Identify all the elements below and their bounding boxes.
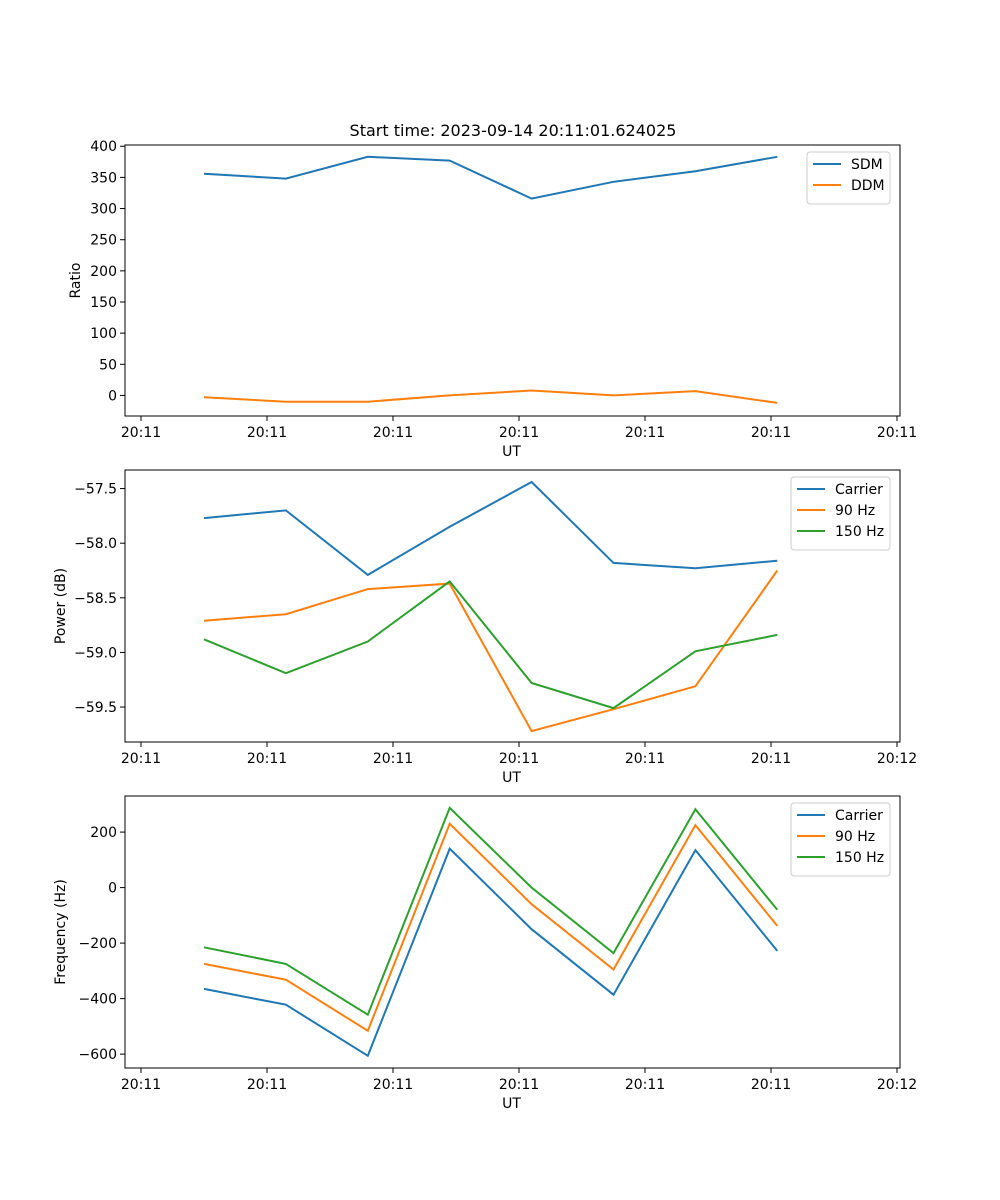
x-tick-label: 20:12 (877, 751, 917, 767)
series-line-90-hz (203, 569, 779, 733)
legend-entry: DDM (851, 178, 885, 194)
y-tick-label: −600 (79, 1047, 117, 1063)
x-tick-label: 20:11 (499, 1077, 539, 1093)
y-tick-label: 0 (108, 388, 117, 404)
x-tick-label: 20:11 (373, 425, 413, 441)
plot-frame (124, 144, 901, 417)
y-axis-label: Ratio (68, 263, 84, 299)
y-tick-label: 250 (90, 233, 117, 249)
series-line-carrier (203, 480, 778, 577)
legend-entry: 150 Hz (835, 850, 884, 866)
legend: SDM DDM (806, 151, 891, 205)
y-tick-label: −200 (79, 936, 117, 952)
y-tick-label: −59.0 (74, 645, 117, 661)
panels: 20:11 20:11 20:11 20:11 20:11 20:11 20:11 0 50 10… (53, 139, 917, 1112)
x-tick-label: 20:11 (751, 1077, 791, 1093)
x-tick-label: 20:11 (751, 751, 791, 767)
x-tick-label: 20:11 (121, 751, 161, 767)
x-tick-label: 20:11 (877, 425, 917, 441)
chart-title: Start time: 2023-09-14 20:11:01.624025 (350, 121, 677, 140)
panel-3: 20:11 20:11 20:11 20:11 20:11 20:11 20:12 −600 −… (53, 795, 917, 1112)
legend: Carrier 90 Hz 150 Hz (790, 476, 891, 551)
y-tick-label: 100 (90, 326, 117, 342)
x-tick-label: 20:11 (247, 425, 287, 441)
x-axis-label: UT (502, 1096, 521, 1112)
legend-entry: 150 Hz (835, 524, 884, 540)
x-tick-label: 20:11 (121, 425, 161, 441)
x-axis-label: UT (502, 444, 521, 460)
x-tick-label: 20:11 (625, 425, 665, 441)
y-axis-label: Frequency (Hz) (53, 879, 69, 985)
x-tick-label: 20:11 (625, 751, 665, 767)
x-tick-label: 20:12 (877, 1077, 917, 1093)
y-tick-label: 200 (90, 264, 117, 280)
series-line-sdm (203, 155, 778, 200)
series-line-150-hz (203, 580, 778, 710)
legend-entry: Carrier (835, 482, 883, 498)
y-axis-label: Power (dB) (53, 568, 69, 644)
legend-entry: SDM (851, 157, 883, 173)
x-tick-label: 20:11 (373, 751, 413, 767)
series-line-90-hz (203, 822, 779, 1033)
series-line-150-hz (203, 806, 779, 1017)
y-tick-label: −58.5 (74, 591, 117, 607)
legend: Carrier 90 Hz 150 Hz (790, 802, 891, 877)
x-tick-label: 20:11 (247, 1077, 287, 1093)
x-tick-label: 20:11 (247, 751, 287, 767)
y-tick-label: 150 (90, 295, 117, 311)
legend-entry: Carrier (835, 808, 883, 824)
y-tick-label: −400 (79, 992, 117, 1008)
x-tick-label: 20:11 (121, 1077, 161, 1093)
x-tick-label: 20:11 (751, 425, 791, 441)
y-tick-label: 400 (90, 139, 117, 155)
plot-frame (124, 795, 901, 1069)
panel-1: 20:11 20:11 20:11 20:11 20:11 20:11 20:11 0 50 10… (68, 139, 917, 460)
x-tick-label: 20:11 (625, 1077, 665, 1093)
x-tick-label: 20:11 (499, 751, 539, 767)
y-tick-label: 200 (90, 825, 117, 841)
series-line-ddm (203, 389, 778, 404)
y-tick-label: 350 (90, 170, 117, 186)
y-tick-label: 0 (108, 881, 117, 897)
x-axis-label: UT (502, 770, 521, 786)
y-tick-label: −57.5 (74, 482, 117, 498)
series-line-carrier (203, 846, 779, 1058)
plot-frame (124, 469, 901, 743)
x-tick-label: 20:11 (499, 425, 539, 441)
x-tick-label: 20:11 (373, 1077, 413, 1093)
y-tick-label: −59.5 (74, 700, 117, 716)
y-tick-label: −58.0 (74, 536, 117, 552)
y-tick-label: 300 (90, 202, 117, 218)
panel-2: 20:11 20:11 20:11 20:11 20:11 20:11 20:12 −59.5… (53, 469, 917, 786)
y-tick-label: 50 (99, 357, 117, 373)
legend-entry: 90 Hz (835, 503, 875, 519)
legend-entry: 90 Hz (835, 829, 875, 845)
